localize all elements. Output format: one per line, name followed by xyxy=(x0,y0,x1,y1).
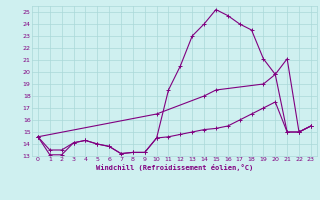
X-axis label: Windchill (Refroidissement éolien,°C): Windchill (Refroidissement éolien,°C) xyxy=(96,164,253,171)
